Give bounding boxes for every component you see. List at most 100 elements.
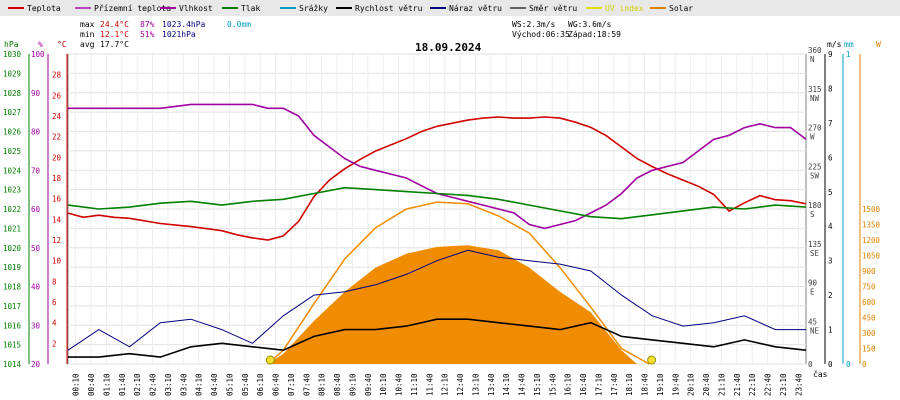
humidity-tick: 70 — [31, 166, 41, 175]
x-tick: 15:10 — [533, 373, 542, 396]
x-tick: 14:10 — [502, 373, 511, 396]
x-tick: 20:10 — [687, 373, 696, 396]
pressure-tick: 1017 — [3, 302, 21, 311]
x-tick: 09:40 — [364, 373, 373, 396]
pressure-tick: 1018 — [3, 283, 22, 292]
humidity-tick: 60 — [31, 205, 41, 214]
x-tick: 12:10 — [441, 373, 450, 396]
temperature-tick: 16 — [52, 195, 62, 204]
x-tick: 08:10 — [318, 373, 327, 396]
stat-max-hum: 87% — [140, 20, 155, 29]
pressure-tick: 1014 — [3, 360, 22, 369]
temperature-tick: 14 — [52, 215, 62, 224]
wind-dir-tick-label: W — [810, 133, 815, 142]
temperature-tick: 26 — [52, 91, 62, 100]
legend-label: Solar — [669, 4, 693, 13]
x-tick: 05:10 — [225, 373, 234, 396]
x-tick: 02:10 — [133, 373, 142, 396]
wind-dir-tick-label: E — [810, 288, 815, 297]
humidity-tick: 90 — [31, 89, 41, 98]
wind-speed-axis-title: m/s — [827, 40, 842, 49]
pressure-tick: 1016 — [3, 321, 22, 330]
temperature-tick: 6 — [52, 298, 57, 307]
solar-tick: 0 — [862, 360, 867, 369]
wind-dir-tick: 90 — [808, 279, 818, 288]
series-line — [67, 116, 807, 241]
series-line — [68, 103, 807, 230]
x-tick: 03:40 — [179, 373, 188, 396]
x-tick: 13:40 — [487, 373, 496, 396]
rain-tick: 0 — [846, 360, 851, 369]
legend-label: Teplota — [27, 4, 61, 13]
stat-min-temp: 12.1°C — [100, 30, 129, 39]
wind-dir-tick-label: S — [810, 210, 815, 219]
legend-label: Přízemní teplota — [94, 4, 171, 13]
wind-dir-tick: 0 — [808, 360, 813, 369]
wind-dir-tick: 270 — [808, 124, 822, 133]
pressure-tick: 1030 — [3, 50, 22, 59]
x-tick: 18:40 — [641, 373, 650, 396]
solar-tick: 1200 — [862, 236, 881, 245]
pressure-tick: 1024 — [3, 166, 22, 175]
solar-tick: 900 — [862, 267, 876, 276]
chart-legend: Teplota Přízemní teplota Vlhkost Tlak Srážky… — [8, 4, 693, 13]
rain-tick: 1 — [846, 50, 851, 59]
x-tick: 01:40 — [118, 373, 127, 396]
x-tick: 17:40 — [610, 373, 619, 396]
solar-tick: 1050 — [862, 252, 881, 261]
temperature-tick: 18 — [52, 174, 62, 183]
x-tick: 23:40 — [794, 373, 803, 396]
temperature-axis-title: °C — [57, 40, 67, 49]
x-tick: 21:10 — [717, 373, 726, 396]
wind-speed-tick: 1 — [828, 326, 833, 335]
x-tick: 23:10 — [779, 373, 788, 396]
wind-dir-tick-label: NW — [810, 94, 820, 103]
x-tick: 16:40 — [579, 373, 588, 396]
x-tick: 11:40 — [425, 373, 434, 396]
wind-dir-tick: 360 — [808, 46, 822, 55]
x-tick: 16:10 — [564, 373, 573, 396]
solar-tick: 450 — [862, 314, 876, 323]
legend-bar — [0, 0, 900, 16]
temperature-tick: 4 — [52, 319, 57, 328]
temperature-tick: 12 — [52, 236, 61, 245]
pressure-tick: 1022 — [3, 205, 21, 214]
solar-tick: 150 — [862, 345, 876, 354]
temperature-tick: 20 — [52, 153, 62, 162]
wind-dir-tick: 45 — [808, 317, 817, 326]
wind-dir-tick: 135 — [808, 240, 822, 249]
humidity-tick: 80 — [31, 128, 41, 137]
x-tick: 14:40 — [518, 373, 527, 396]
x-tick: 06:10 — [256, 373, 265, 396]
legend-label: Náraz větru — [449, 4, 502, 13]
x-tick: 17:10 — [594, 373, 603, 396]
humidity-axis-title: % — [38, 40, 43, 49]
pressure-tick: 1015 — [3, 341, 21, 350]
stat-ws: WS:2.3m/s — [512, 20, 556, 29]
rain-axis-title: mm — [844, 40, 854, 49]
pressure-tick: 1029 — [3, 69, 21, 78]
x-tick: 15:40 — [548, 373, 557, 396]
pressure-tick: 1026 — [3, 128, 22, 137]
solar-tick: 600 — [862, 298, 876, 307]
stat-avg-temp: 17.7°C — [100, 40, 129, 49]
wind-speed-tick: 7 — [828, 119, 833, 128]
x-tick: 01:10 — [102, 373, 111, 396]
solar-tick: 1500 — [862, 205, 881, 214]
stat-avg-label: avg — [80, 40, 95, 49]
wind-dir-tick-label: SE — [810, 249, 820, 258]
temperature-tick: 2 — [52, 339, 57, 348]
legend-label: Směr větru — [529, 4, 577, 13]
chart-series — [67, 103, 807, 365]
humidity-tick: 100 — [31, 50, 45, 59]
temperature-tick: 24 — [52, 112, 62, 121]
pressure-tick: 1028 — [3, 89, 22, 98]
x-tick: 22:10 — [748, 373, 757, 396]
x-tick: 00:40 — [87, 373, 96, 396]
stat-sunrise: Východ:06:35 — [512, 30, 570, 39]
legend-label: Rychlost větru — [355, 4, 423, 13]
wind-speed-tick: 8 — [828, 84, 833, 93]
wind-dir-tick: 180 — [808, 201, 822, 210]
pressure-tick: 1021 — [3, 224, 21, 233]
